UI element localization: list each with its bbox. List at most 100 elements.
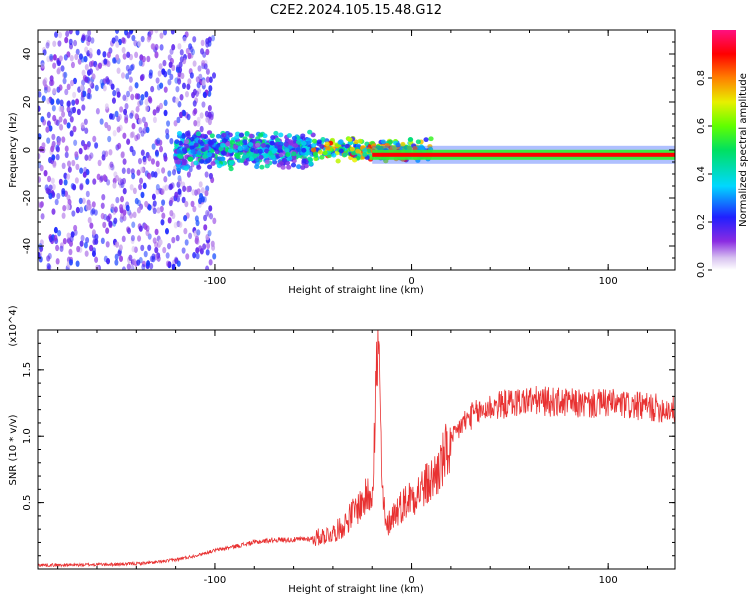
heatmap-cell bbox=[101, 150, 106, 157]
heatmap-cell bbox=[151, 43, 156, 50]
heatmap-cell bbox=[147, 155, 152, 162]
heatmap-cell bbox=[216, 163, 223, 169]
heatmap-cell bbox=[155, 188, 160, 195]
colorbar-tick-label: 0.2 bbox=[696, 214, 707, 230]
heatmap-cell bbox=[63, 118, 68, 125]
heatmap-cell bbox=[271, 149, 277, 154]
heatmap-cell bbox=[159, 82, 164, 89]
heatmap-cell bbox=[288, 140, 294, 146]
heatmap-cell bbox=[94, 256, 99, 263]
heatmap-cell bbox=[319, 154, 325, 160]
heatmap-cell bbox=[210, 34, 215, 42]
heatmap-cell bbox=[84, 63, 89, 71]
heatmap-cell bbox=[138, 118, 143, 125]
heatmap-cell bbox=[117, 142, 122, 150]
heatmap-cell bbox=[208, 76, 213, 83]
heatmap-cell bbox=[149, 255, 154, 263]
heatmap-cell bbox=[159, 44, 164, 51]
heatmap-cell bbox=[301, 147, 307, 153]
heatmap-cell bbox=[138, 126, 143, 134]
heatmap-cell bbox=[64, 151, 69, 159]
heatmap-cell bbox=[86, 92, 91, 100]
heatmap-cell bbox=[138, 59, 143, 67]
heatmap-cell bbox=[146, 55, 151, 63]
heatmap-cell bbox=[207, 140, 213, 145]
heatmap-cell bbox=[100, 202, 105, 209]
heatmap-cell bbox=[324, 141, 330, 147]
heatmap-cell bbox=[120, 151, 125, 158]
y-tick-label: -40 bbox=[22, 238, 33, 254]
heatmap-cell bbox=[66, 122, 71, 129]
heatmap-cell bbox=[205, 41, 210, 48]
heatmap-cell bbox=[46, 86, 51, 93]
heatmap-cell bbox=[102, 85, 107, 92]
heatmap-cell bbox=[233, 144, 239, 150]
heatmap-cell bbox=[120, 195, 125, 203]
heatmap-cell bbox=[89, 222, 94, 229]
heatmap-cell bbox=[180, 72, 185, 80]
heatmap-cell bbox=[144, 200, 149, 208]
heatmap-cell bbox=[178, 178, 183, 185]
heatmap-cell bbox=[46, 120, 51, 127]
x-tick-label: -100 bbox=[204, 575, 227, 586]
heatmap-cell bbox=[342, 152, 348, 158]
heatmap-cell bbox=[187, 78, 192, 85]
heatmap-cell bbox=[180, 134, 187, 139]
heatmap-cell bbox=[195, 131, 202, 137]
heatmap-cell bbox=[347, 140, 353, 146]
heatmap-cell bbox=[167, 217, 172, 224]
heatmap-cell bbox=[208, 259, 213, 266]
heatmap-cell bbox=[45, 42, 50, 49]
heatmap-cell bbox=[133, 39, 138, 47]
heatmap-x-axis-label: Height of straight line (km) bbox=[288, 285, 424, 296]
heatmap-cell bbox=[181, 196, 186, 204]
heatmap-cell bbox=[91, 250, 96, 257]
heatmap-cell bbox=[143, 121, 148, 129]
heatmap-cell bbox=[58, 178, 63, 186]
heatmap-cell bbox=[51, 208, 56, 215]
heatmap-cell bbox=[162, 59, 167, 67]
heatmap-cell bbox=[64, 36, 69, 44]
heatmap-cell bbox=[126, 90, 131, 98]
heatmap-cell bbox=[66, 203, 71, 211]
heatmap-cell bbox=[174, 139, 180, 145]
heatmap-cell bbox=[122, 94, 127, 101]
heatmap-cell bbox=[116, 67, 121, 74]
heatmap-cell bbox=[46, 111, 51, 119]
heatmap-cell bbox=[205, 249, 210, 256]
heatmap-cell bbox=[57, 136, 62, 143]
heatmap-cell bbox=[250, 147, 256, 153]
heatmap-cell bbox=[145, 105, 150, 112]
heatmap-cell bbox=[201, 79, 206, 86]
heatmap-cell bbox=[69, 130, 74, 137]
heatmap-cell bbox=[221, 132, 227, 138]
heatmap-cell bbox=[71, 99, 76, 106]
heatmap-cell bbox=[344, 143, 350, 149]
heatmap-cell bbox=[175, 159, 181, 165]
heatmap-cell bbox=[103, 58, 108, 65]
heatmap-cell bbox=[152, 200, 157, 207]
heatmap-cell bbox=[66, 173, 71, 180]
heatmap-cell bbox=[116, 126, 121, 133]
heatmap-cell bbox=[98, 62, 103, 69]
heatmap-cell bbox=[122, 53, 127, 60]
heatmap-cell bbox=[131, 221, 136, 228]
snr-plot-area bbox=[38, 330, 675, 569]
heatmap-cell bbox=[132, 258, 137, 265]
heatmap-cell bbox=[400, 141, 406, 147]
heatmap-cell bbox=[101, 193, 106, 201]
heatmap-cell bbox=[92, 178, 97, 185]
heatmap-cell bbox=[305, 150, 311, 156]
heatmap-cell bbox=[50, 145, 55, 153]
heatmap-cell bbox=[176, 260, 181, 267]
heatmap-cell bbox=[193, 108, 198, 115]
heatmap-cell bbox=[122, 132, 127, 139]
heatmap-cell bbox=[185, 253, 190, 260]
heatmap-cell bbox=[91, 73, 96, 80]
heatmap-cell bbox=[67, 198, 72, 206]
heatmap-cell bbox=[113, 206, 118, 213]
heatmap-cell bbox=[176, 166, 182, 172]
heatmap-cell bbox=[205, 209, 210, 217]
heatmap-cell bbox=[184, 239, 189, 246]
heatmap-cell bbox=[196, 116, 201, 124]
